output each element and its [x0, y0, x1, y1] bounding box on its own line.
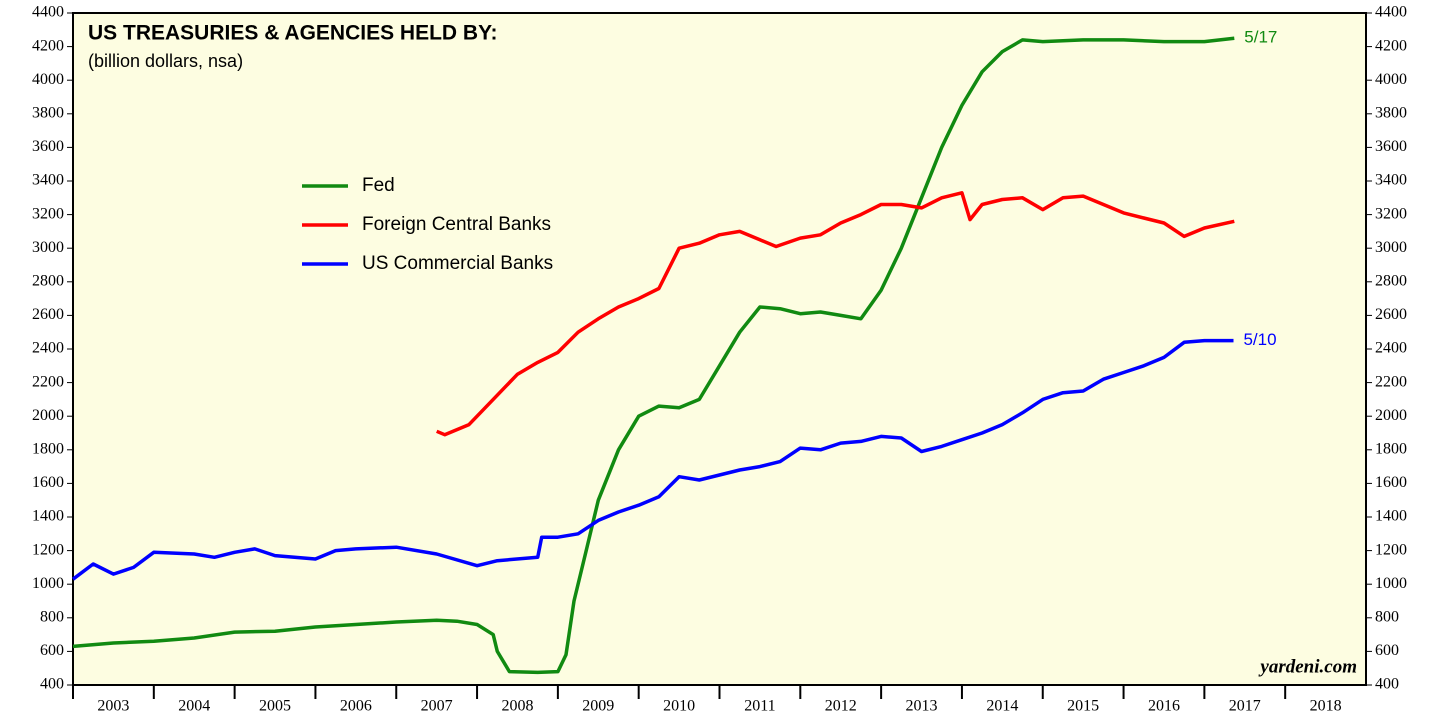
x-tick-label: 2014	[986, 698, 1018, 715]
y-tick-label: 3600	[32, 138, 64, 155]
y-tick-label: 3200	[32, 205, 64, 222]
y-tick-label: 2800	[32, 272, 64, 289]
y2-tick-label: 400	[1375, 676, 1399, 693]
y2-tick-label: 2800	[1375, 272, 1407, 289]
y2-tick-label: 3400	[1375, 172, 1407, 189]
series-line	[72, 36, 1235, 675]
y-tick-label: 400	[40, 676, 64, 693]
y-tick-label: 2600	[32, 306, 64, 323]
y2-tick-label: 2200	[1375, 373, 1407, 390]
y2-tick-label: 4200	[1375, 37, 1407, 54]
y-tick-label: 600	[40, 642, 64, 659]
y-tick-label: 1400	[32, 508, 64, 525]
y2-tick-label: 4400	[1375, 4, 1407, 21]
x-tick-label: 2012	[825, 698, 857, 715]
legend-label: Fed	[362, 175, 395, 196]
y-tick-label: 4000	[32, 71, 64, 88]
y-tick-label: 3400	[32, 172, 64, 189]
x-tick-label: 2018	[1310, 698, 1342, 715]
y2-tick-label: 1400	[1375, 508, 1407, 525]
x-tick-label: 2009	[582, 698, 614, 715]
legend-label: US Commercial Banks	[362, 253, 553, 274]
y2-tick-label: 1600	[1375, 474, 1407, 491]
y-tick-label: 2200	[32, 373, 64, 390]
x-tick-label: 2011	[744, 698, 775, 715]
y-tick-label: 2400	[32, 340, 64, 357]
y2-tick-label: 4000	[1375, 71, 1407, 88]
y2-tick-label: 600	[1375, 642, 1399, 659]
x-tick-label: 2007	[421, 698, 453, 715]
y2-tick-label: 2000	[1375, 407, 1407, 424]
x-tick-label: 2003	[97, 698, 129, 715]
x-tick-label: 2006	[340, 698, 372, 715]
source: yardeni.com	[1258, 656, 1357, 677]
x-tick-label: 2010	[663, 698, 695, 715]
chart-title: US TREASURIES & AGENCIES HELD BY:	[88, 22, 498, 45]
x-tick-label: 2017	[1229, 698, 1261, 715]
y-tick-label: 2000	[32, 407, 64, 424]
y2-tick-label: 1800	[1375, 440, 1407, 457]
y2-tick-label: 1200	[1375, 541, 1407, 558]
legend-label: Foreign Central Banks	[362, 214, 551, 235]
series-line	[436, 191, 1235, 437]
y2-tick-label: 3200	[1375, 205, 1407, 222]
y2-tick-label: 3800	[1375, 104, 1407, 121]
x-tick-label: 2016	[1148, 698, 1180, 715]
y2-tick-label: 2400	[1375, 340, 1407, 357]
y-tick-label: 3000	[32, 239, 64, 256]
y-tick-label: 4400	[32, 4, 64, 21]
x-tick-label: 2005	[259, 698, 291, 715]
y2-tick-label: 1000	[1375, 575, 1407, 592]
y-tick-label: 800	[40, 608, 64, 625]
x-tick-label: 2013	[906, 698, 938, 715]
y-tick-label: 1800	[32, 440, 64, 457]
end-label: 5/10	[1243, 330, 1276, 349]
x-tick-label: 2004	[178, 698, 210, 715]
y-tick-label: 4200	[32, 37, 64, 54]
chart-subtitle: (billion dollars, nsa)	[88, 51, 243, 71]
y-tick-label: 1000	[32, 575, 64, 592]
y2-tick-label: 800	[1375, 608, 1399, 625]
y2-tick-label: 3000	[1375, 239, 1407, 256]
y2-tick-label: 3600	[1375, 138, 1407, 155]
plot-area	[72, 12, 1367, 686]
series-line	[71, 338, 1234, 581]
y-tick-label: 1200	[32, 541, 64, 558]
y-tick-label: 1600	[32, 474, 64, 491]
y-tick-label: 3800	[32, 104, 64, 121]
y2-tick-label: 2600	[1375, 306, 1407, 323]
x-tick-label: 2015	[1067, 698, 1099, 715]
x-tick-label: 2008	[501, 698, 533, 715]
end-label: 5/17	[1244, 28, 1277, 47]
